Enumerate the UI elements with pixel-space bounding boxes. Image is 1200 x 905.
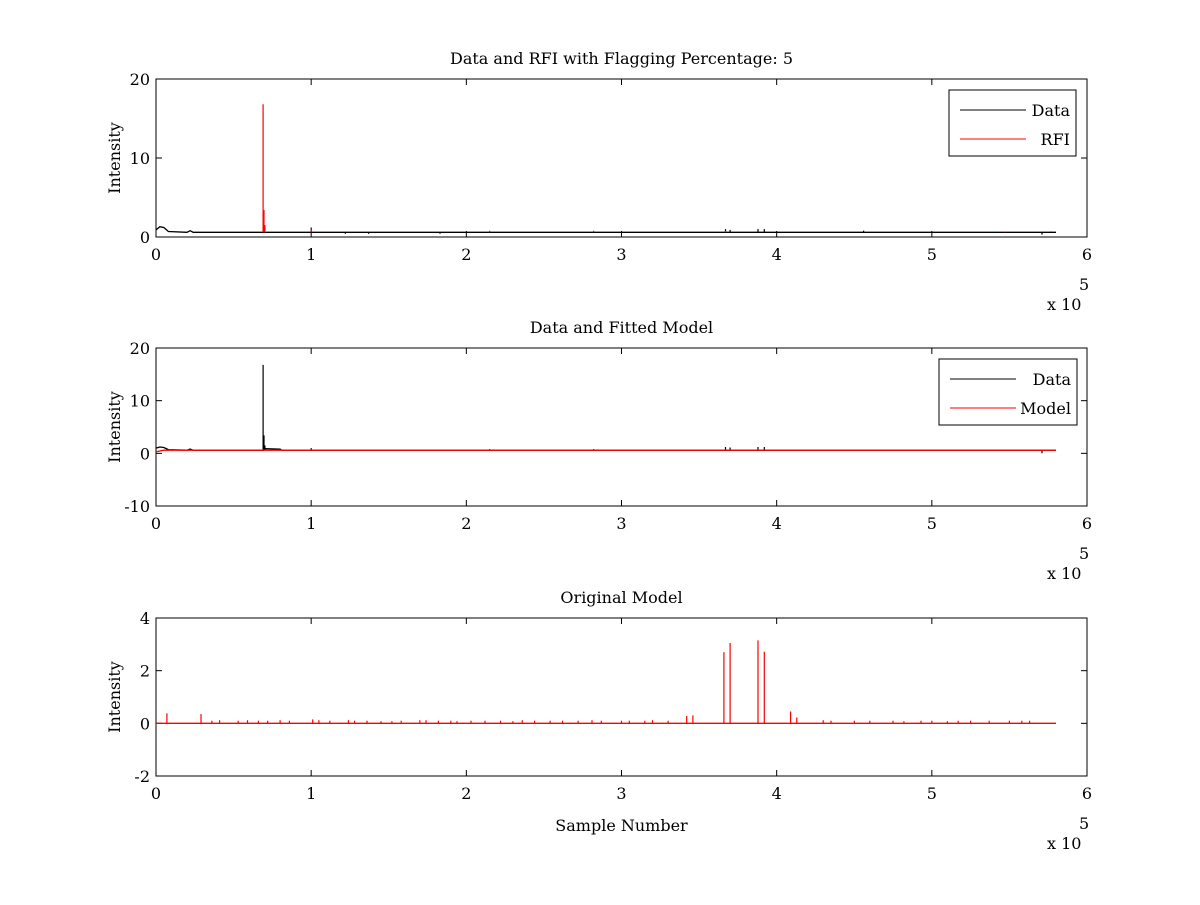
plot-area [156,364,1056,454]
legend: Data RFI [948,89,1077,157]
x-tick-label: 0 [151,514,161,533]
legend-label-data: Data [1033,370,1072,389]
x-tick-label: 0 [151,784,161,803]
x-tick-label: 6 [1082,245,1092,264]
axes-box [155,617,1088,777]
y-tick-label: 4 [140,609,150,628]
legend: Data Model [938,358,1078,426]
y-tick-label: 0 [140,444,150,463]
x-tick-label: 1 [306,245,316,264]
data-line [156,226,1056,233]
y-tick-label: 20 [130,70,150,89]
x-axis-label: Sample Number [555,816,688,835]
axes-box [155,78,1088,238]
x-tick-label: 3 [616,784,626,803]
x-tick-label: 3 [616,514,626,533]
legend-box [938,358,1078,426]
legend-label-model: Model [1020,399,1071,418]
x-tick-label: 2 [461,245,471,264]
x-exponent-power: 5 [1079,275,1089,294]
x-tick-label: 2 [461,514,471,533]
y-tick-label: -10 [124,497,150,516]
y-axis-label: Intensity [105,391,124,463]
x-tick-label: 1 [306,514,316,533]
model-line [156,449,1056,453]
y-tick-label: 0 [140,714,150,733]
x-exponent-power: 5 [1079,544,1089,563]
x-tick-label: 5 [927,245,937,264]
x-tick-label: 5 [927,784,937,803]
x-exponent-label: x 10 [1047,834,1081,853]
plot-area [156,640,1056,724]
legend-label-data: Data [1032,101,1071,120]
y-tick-label: 10 [130,392,150,411]
legend-box [948,89,1077,157]
x-tick-label: 4 [772,514,782,533]
axes-box [155,347,1088,507]
x-tick-label: 4 [772,245,782,264]
x-tick-label: 4 [772,784,782,803]
y-axis-label: Intensity [105,122,124,194]
x-tick-label: 5 [927,514,937,533]
x-tick-label: 6 [1082,514,1092,533]
subplot-title: Data and Fitted Model [530,318,713,337]
subplot-title: Data and RFI with Flagging Percentage: 5 [450,49,793,68]
x-tick-label: 3 [616,245,626,264]
legend-label-rfi: RFI [1041,130,1070,149]
y-axis-label: Intensity [105,661,124,733]
x-tick-label: 6 [1082,784,1092,803]
x-exponent-label: x 10 [1047,295,1081,314]
y-tick-label: 2 [140,662,150,681]
x-tick-label: 2 [461,784,471,803]
x-exponent-power: 5 [1079,814,1089,833]
x-tick-label: 1 [306,784,316,803]
subplot-title: Original Model [560,588,682,607]
y-tick-label: 0 [140,228,150,247]
y-tick-label: 20 [130,339,150,358]
x-exponent-label: x 10 [1047,564,1081,583]
x-tick-label: 0 [151,245,161,264]
y-tick-label: 10 [130,149,150,168]
plot-area [156,104,1056,235]
y-tick-label: -2 [134,767,150,786]
